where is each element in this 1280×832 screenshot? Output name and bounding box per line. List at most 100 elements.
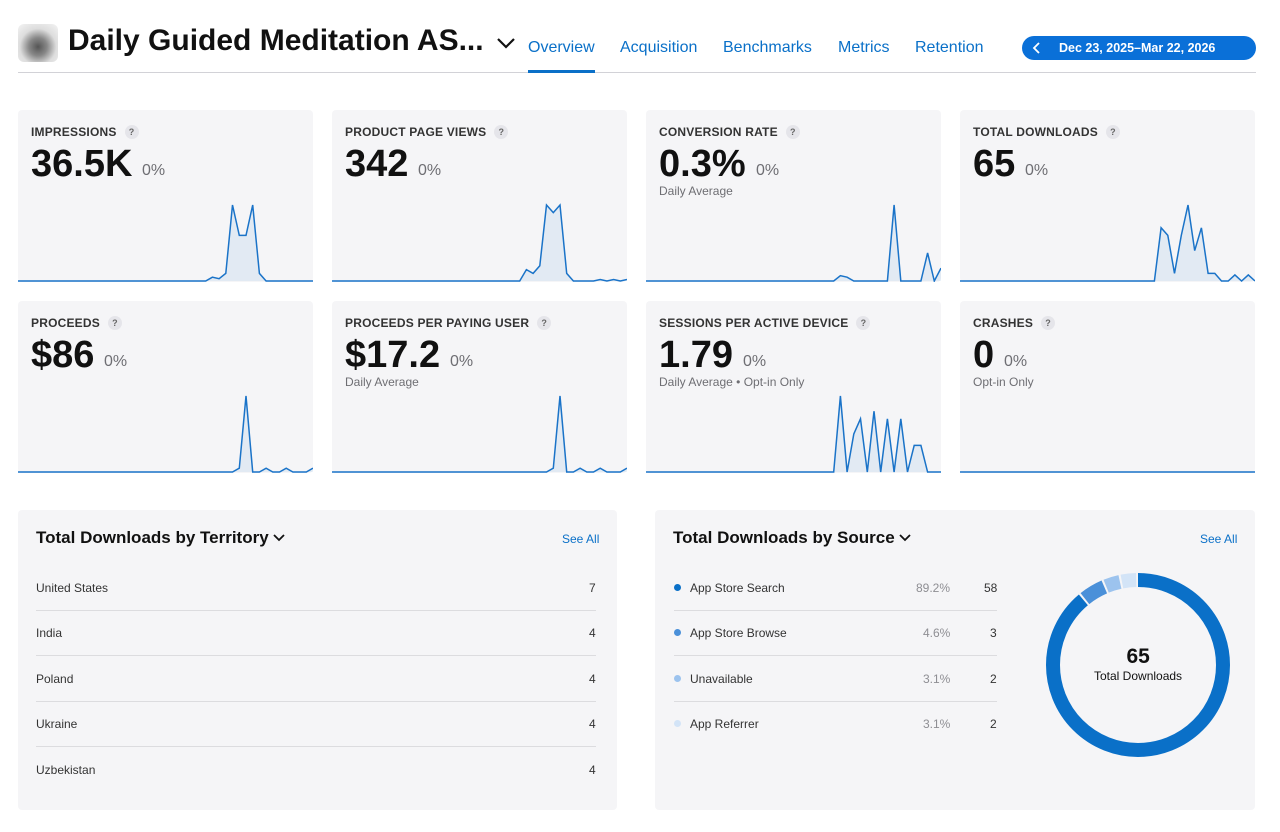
sparkline — [332, 203, 627, 282]
metric-card[interactable]: CONVERSION RATE? 0.3% 0% Daily Average — [646, 110, 941, 282]
source-name: App Referrer — [690, 717, 759, 731]
metric-label-text: CRASHES — [973, 316, 1034, 330]
row-separator — [674, 701, 997, 702]
metric-card[interactable]: IMPRESSIONS? 36.5K 0% — [18, 110, 313, 282]
donut-total: 65 — [1126, 645, 1150, 668]
territory-count: 4 — [589, 717, 596, 731]
donut-total-label: Total Downloads — [1094, 669, 1183, 683]
territory-panel: Total Downloads by Territory See All Unite… — [18, 510, 617, 810]
source-percent: 3.1% — [923, 672, 951, 686]
source-percent: 4.6% — [923, 626, 951, 640]
panel-title[interactable]: Total Downloads by Territory — [36, 528, 269, 547]
metric-card[interactable]: PROCEEDS PER PAYING USER? $17.2 0% Daily Av… — [332, 301, 627, 473]
source-name: App Store Browse — [690, 626, 787, 640]
sparkline-line — [18, 395, 313, 473]
nav-tab[interactable]: Acquisition — [620, 39, 698, 56]
metric-change: 0% — [104, 353, 128, 370]
panel-title[interactable]: Total Downloads by Source — [673, 528, 895, 547]
row-separator — [36, 655, 596, 656]
sparkline-area — [960, 205, 1255, 281]
sparkline-area — [646, 396, 941, 472]
metric-card[interactable]: CRASHES? 0 0% Opt-in Only — [960, 301, 1255, 473]
header-divider — [18, 72, 1256, 73]
metric-label: CRASHES? — [973, 316, 1056, 330]
help-icon[interactable]: ? — [537, 316, 552, 330]
metric-card[interactable]: TOTAL DOWNLOADS? 65 0% — [960, 110, 1255, 282]
metric-card[interactable]: SESSIONS PER ACTIVE DEVICE? 1.79 0% Daily A… — [646, 301, 941, 473]
metric-note: Daily Average — [345, 375, 419, 389]
date-range-picker[interactable]: Dec 23, 2025–Mar 22, 2026 — [1022, 36, 1256, 60]
sparkline-area — [18, 205, 313, 281]
metric-label-text: IMPRESSIONS — [31, 125, 117, 139]
metric-label-text: CONVERSION RATE — [659, 125, 778, 139]
app-icon[interactable] — [18, 24, 58, 62]
app-menu-chevron[interactable] — [496, 36, 516, 50]
metric-label: IMPRESSIONS? — [31, 125, 139, 139]
sparkline — [646, 395, 941, 473]
help-icon[interactable]: ? — [785, 125, 800, 139]
row-separator — [36, 610, 596, 611]
nav-tab[interactable]: Overview — [528, 39, 595, 56]
source-name: Unavailable — [690, 672, 753, 686]
source-count: 2 — [990, 717, 997, 731]
help-icon[interactable]: ? — [124, 125, 139, 139]
sparkline-line — [960, 204, 1255, 282]
territory-name: United States — [36, 581, 109, 595]
donut-segment — [1046, 573, 1230, 757]
legend-dot — [674, 720, 681, 727]
see-all-link[interactable]: See All — [1200, 532, 1238, 546]
help-icon[interactable]: ? — [494, 125, 509, 139]
source-panel: Total Downloads by Source See All App Stor… — [655, 510, 1255, 810]
territory-name: India — [36, 626, 63, 640]
sparkline-line — [332, 203, 627, 282]
metric-note: Opt-in Only — [973, 375, 1034, 389]
row-separator — [36, 701, 596, 702]
metric-label: PROCEEDS? — [31, 316, 122, 330]
panel-menu-chevron[interactable] — [898, 533, 912, 543]
app-title: Daily Guided Meditation AS... — [68, 24, 484, 57]
metric-value: $86 — [31, 334, 95, 376]
legend-dot — [674, 629, 681, 636]
metric-card[interactable]: PRODUCT PAGE VIEWS? 342 0% — [332, 110, 627, 282]
sparkline-line — [646, 204, 941, 282]
metric-label: CONVERSION RATE? — [659, 125, 800, 139]
metric-label: SESSIONS PER ACTIVE DEVICE? — [659, 316, 871, 330]
source-count: 2 — [990, 672, 997, 686]
panel-menu-chevron[interactable] — [272, 533, 286, 543]
metric-value: 1.79 — [659, 334, 733, 376]
territory-count: 4 — [589, 626, 596, 640]
source-count: 58 — [984, 581, 998, 595]
metric-change: 0% — [756, 162, 780, 179]
metric-change: 0% — [1004, 353, 1028, 370]
territory-count: 7 — [589, 581, 596, 595]
sparkline-area — [332, 396, 627, 472]
previous-arrow[interactable] — [1032, 42, 1042, 54]
source-percent: 3.1% — [923, 717, 951, 731]
donut-chart — [1046, 573, 1230, 757]
territory-count: 4 — [589, 672, 596, 686]
territory-name: Ukraine — [36, 717, 78, 731]
metric-value: 0.3% — [659, 143, 746, 185]
metric-label-text: PROCEEDS PER PAYING USER — [345, 316, 530, 330]
metric-label-text: PROCEEDS — [31, 316, 100, 330]
metric-value: 0 — [973, 334, 995, 376]
chevron — [899, 534, 911, 542]
help-icon[interactable]: ? — [1106, 125, 1120, 139]
sparkline — [18, 204, 313, 282]
sparkline-line — [18, 204, 313, 282]
help-icon[interactable]: ? — [856, 316, 871, 330]
metric-card[interactable]: PROCEEDS? $86 0% — [18, 301, 313, 473]
nav-tab[interactable]: Metrics — [838, 39, 890, 56]
help-icon[interactable]: ? — [1041, 316, 1056, 330]
sparkline — [332, 395, 627, 473]
see-all-link[interactable]: See All — [562, 532, 600, 546]
metric-value: 65 — [973, 143, 1016, 185]
metric-value: 36.5K — [31, 143, 133, 185]
sparkline — [960, 471, 1255, 473]
nav-tab[interactable]: Benchmarks — [723, 39, 812, 56]
nav-tab[interactable]: Retention — [915, 39, 984, 56]
metric-note: Daily Average — [659, 184, 733, 198]
metric-label: PROCEEDS PER PAYING USER? — [345, 316, 552, 330]
help-icon[interactable]: ? — [107, 316, 122, 330]
sparkline — [18, 395, 313, 473]
